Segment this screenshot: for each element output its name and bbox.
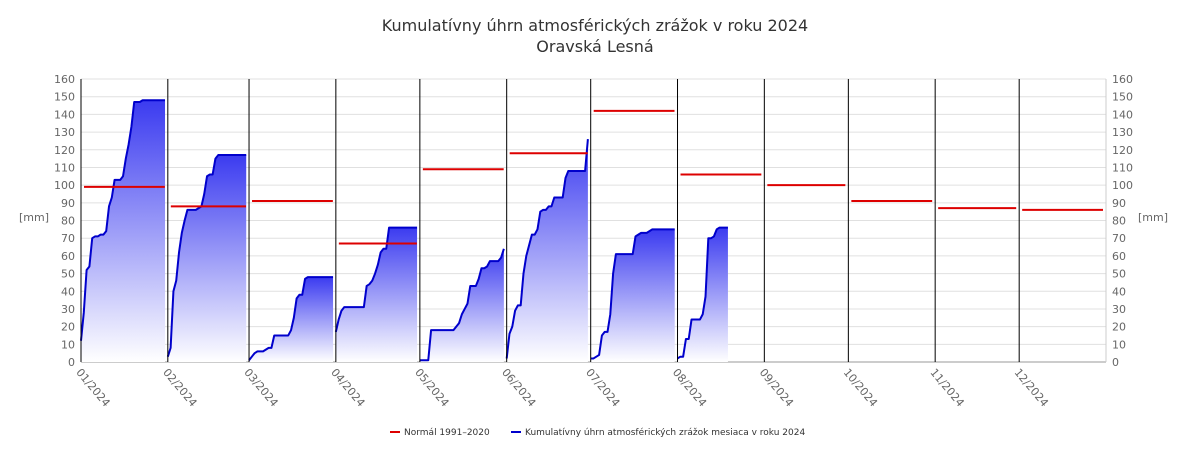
cumulative-area [249, 277, 334, 362]
x-tick-label: 05/2024 [412, 366, 451, 409]
y-tick-label-right: 120 [1112, 144, 1133, 157]
y-tick-label-left: 90 [61, 197, 75, 210]
legend-label-cumulative[interactable]: Kumulatívny úhrn atmosférických zrážok m… [525, 427, 805, 438]
y-tick-label-left: 120 [54, 144, 75, 157]
x-tick-label: 04/2024 [328, 366, 367, 409]
cumulative-area [81, 100, 166, 362]
y-tick-label-right: 90 [1112, 197, 1126, 210]
y-tick-label-right: 0 [1112, 356, 1119, 369]
y-ticks: 0 0 10 10 20 20 30 30 40 40 50 50 60 60 70 70 80 80 90 90 10… [54, 73, 1133, 369]
y-tick-label-right: 140 [1112, 108, 1133, 121]
cumulative-area [419, 248, 504, 362]
y-tick-label-right: 100 [1112, 179, 1133, 192]
y-tick-label-right: 80 [1112, 215, 1126, 228]
cumulative-area [677, 227, 728, 362]
cumulative-line [590, 228, 675, 360]
cumulative-line [676, 226, 728, 360]
y-tick-label-left: 50 [61, 268, 75, 281]
y-tick-label-left: 10 [61, 338, 75, 351]
x-tick-label: 02/2024 [160, 366, 199, 409]
cumulative-areas [80, 99, 728, 362]
x-tick-label: 06/2024 [499, 366, 538, 409]
y-tick-label-right: 150 [1112, 91, 1133, 104]
y-tick-label-left: 0 [68, 356, 75, 369]
y-tick-label-left: 160 [54, 73, 75, 86]
chart-subtitle: Oravská Lesná [536, 37, 653, 56]
y-axis-label-right: [mm] [1138, 211, 1168, 224]
x-tick-label: 08/2024 [670, 366, 709, 409]
y-tick-label-left: 40 [61, 285, 75, 298]
y-tick-label-left: 30 [61, 303, 75, 316]
y-tick-label-left: 110 [54, 161, 75, 174]
cumulative-area [590, 229, 675, 362]
y-tick-label-right: 50 [1112, 268, 1126, 281]
cumulative-line [248, 276, 334, 361]
cumulative-line [80, 99, 166, 341]
x-tick-label: 11/2024 [928, 366, 967, 409]
cumulative-line [166, 154, 247, 357]
y-tick-label-left: 130 [54, 126, 75, 139]
cumulative-line [505, 139, 589, 359]
y-axis-label-left: [mm] [19, 211, 49, 224]
x-tick-label: 09/2024 [757, 366, 796, 409]
y-tick-label-right: 70 [1112, 232, 1126, 245]
y-tick-label-right: 40 [1112, 285, 1126, 298]
x-tick-label: 07/2024 [583, 366, 622, 409]
y-tick-label-left: 140 [54, 108, 75, 121]
month-dividers [80, 79, 1107, 362]
y-tick-label-left: 80 [61, 215, 75, 228]
y-tick-label-right: 110 [1112, 161, 1133, 174]
y-tick-label-right: 20 [1112, 321, 1126, 334]
y-tick-label-left: 20 [61, 321, 75, 334]
normal-lines [84, 109, 1103, 245]
x-tick-label: 12/2024 [1012, 366, 1051, 409]
y-tick-label-left: 150 [54, 91, 75, 104]
cumulative-area [167, 155, 247, 362]
cumulative-line [419, 248, 505, 362]
cumulative-area [506, 139, 588, 362]
x-tick-label: 03/2024 [241, 366, 280, 409]
cumulative-line [334, 226, 418, 333]
legend-label-normal[interactable]: Normál 1991–2020 [404, 428, 490, 438]
chart-title: Kumulatívny úhrn atmosférických zrážok v… [382, 16, 808, 35]
y-tick-label-left: 100 [54, 179, 75, 192]
y-tick-label-right: 30 [1112, 303, 1126, 316]
y-tick-label-right: 60 [1112, 250, 1126, 263]
y-tick-label-right: 130 [1112, 126, 1133, 139]
legend: Normál 1991–2020 Kumulatívny úhrn atmosf… [390, 427, 805, 438]
y-tick-label-right: 160 [1112, 73, 1133, 86]
x-tick-label: 10/2024 [841, 366, 880, 409]
y-tick-label-left: 60 [61, 250, 75, 263]
cumulative-area [335, 227, 418, 362]
y-tick-label-left: 70 [61, 232, 75, 245]
y-tick-label-right: 10 [1112, 338, 1126, 351]
x-tick-label: 01/2024 [73, 366, 112, 409]
x-ticks: 01/2024 02/2024 03/2024 04/2024 05/2024 06/20… [73, 366, 1051, 409]
